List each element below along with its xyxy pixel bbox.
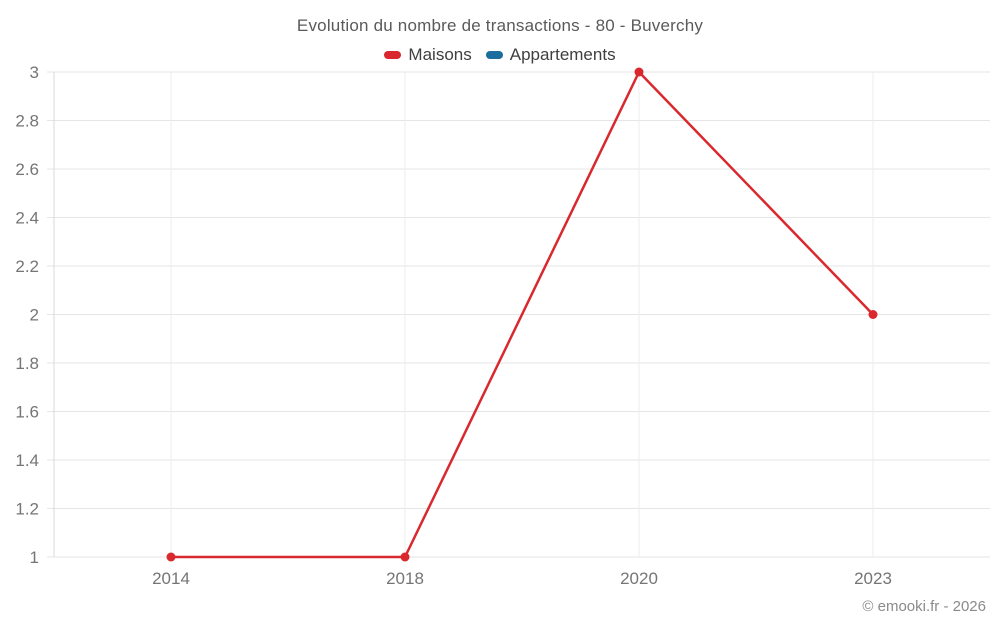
y-tick-label: 2.8 (15, 112, 39, 131)
chart-legend: Maisons Appartements (0, 45, 1000, 65)
y-tick-label: 2.6 (15, 160, 39, 179)
y-tick-label: 1.6 (15, 403, 39, 422)
copyright-footer: © emooki.fr - 2026 (862, 598, 986, 615)
maisons-data-point[interactable] (166, 552, 176, 562)
maisons-series-line (169, 70, 875, 559)
x-tick-label: 2023 (854, 569, 892, 588)
y-tick-label: 2.2 (15, 257, 39, 276)
y-tick-label: 2 (30, 306, 39, 325)
maisons-data-point[interactable] (400, 552, 410, 562)
y-tick-label: 1.4 (15, 451, 39, 470)
legend-label-maisons: Maisons (408, 45, 472, 64)
y-tick-label: 1 (30, 548, 39, 567)
x-tick-label: 2018 (386, 569, 424, 588)
y-tick-label: 2.4 (15, 209, 39, 228)
maisons-swatch-icon (384, 51, 402, 59)
x-tick-label: 2014 (152, 569, 190, 588)
y-tick-label: 3 (30, 63, 39, 82)
maisons-data-point[interactable] (634, 67, 644, 77)
maisons-data-point[interactable] (868, 310, 878, 319)
y-tick-label: 1.8 (15, 354, 39, 373)
x-tick-label: 2020 (620, 569, 658, 588)
legend-label-appartements: Appartements (509, 45, 616, 64)
legend-item-appartements[interactable]: Appartements (485, 45, 616, 65)
chart-title: Evolution du nombre de transactions - 80… (296, 16, 704, 35)
appartements-swatch-icon (485, 51, 503, 59)
y-tick-label: 1.2 (15, 500, 39, 519)
legend-item-maisons[interactable]: Maisons (384, 45, 472, 65)
